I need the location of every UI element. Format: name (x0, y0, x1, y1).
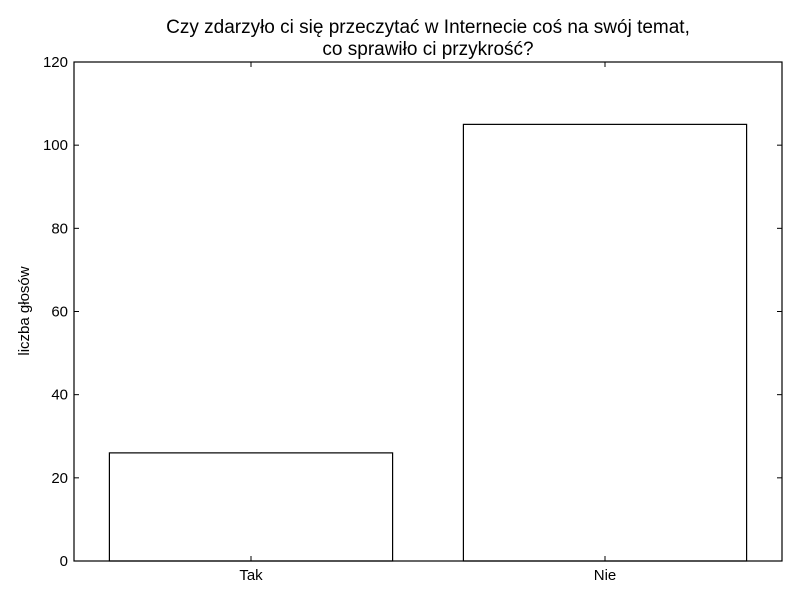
y-axis-label: liczba głosów (16, 266, 33, 355)
y-tick-label: 20 (51, 470, 68, 487)
y-tick-label: 100 (43, 137, 68, 154)
chart-title-line-2: co sprawiło ci przykrość? (322, 39, 533, 60)
x-tick-label: Nie (594, 567, 617, 584)
y-tick-label: 40 (51, 387, 68, 404)
bar-tak (109, 453, 392, 561)
y-tick-label: 60 (51, 304, 68, 321)
bar-nie (463, 124, 746, 561)
plot-area: Tak Nie 0 20 40 60 80 100 120 (43, 54, 782, 584)
y-tick-label: 80 (51, 220, 68, 237)
y-tick-label: 120 (43, 54, 68, 71)
chart-title-line-1: Czy zdarzyło ci się przeczytać w Interne… (166, 17, 690, 38)
x-tick-label: Tak (239, 567, 263, 584)
y-tick-label: 0 (60, 553, 68, 570)
